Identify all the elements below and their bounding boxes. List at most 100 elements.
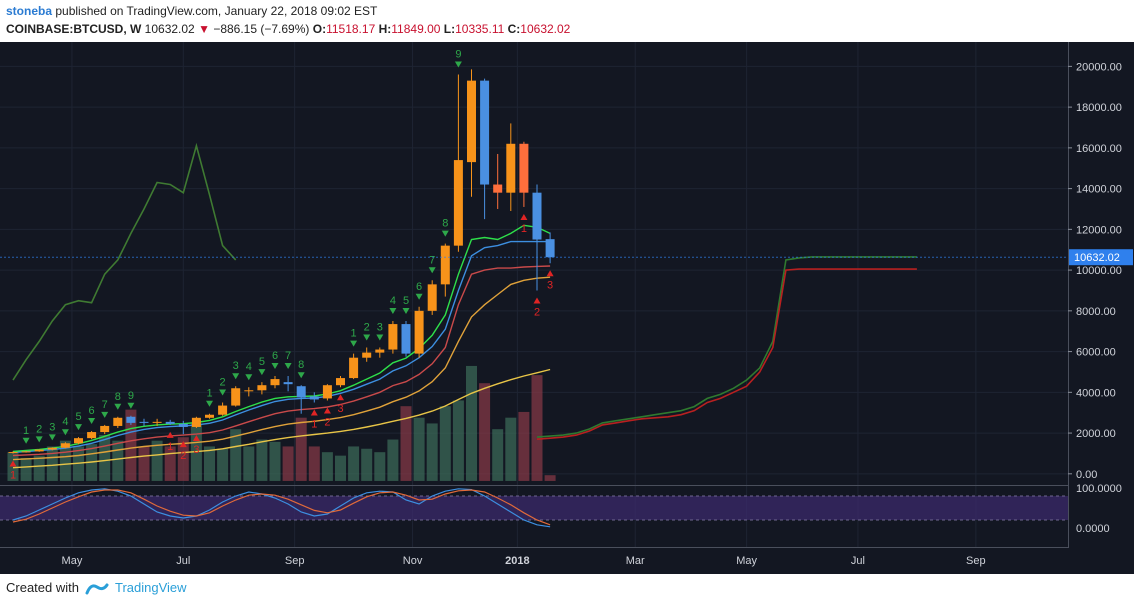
volume-bar: [505, 417, 517, 481]
created-with-label: Created with: [6, 580, 79, 595]
candle-body[interactable]: [205, 414, 214, 418]
candle-body[interactable]: [74, 438, 83, 444]
stoch-band: [0, 496, 1068, 520]
candle-body[interactable]: [506, 143, 516, 193]
candle-body[interactable]: [178, 423, 188, 427]
td-buy-arrow-icon: [35, 436, 43, 443]
td-buy-count: 7: [429, 254, 435, 266]
candle-body[interactable]: [113, 417, 123, 426]
candle-body[interactable]: [296, 386, 306, 398]
candle-body[interactable]: [60, 443, 70, 448]
candle-body[interactable]: [467, 80, 476, 163]
volume-bar: [151, 440, 163, 481]
down-arrow-icon: ▼: [198, 22, 210, 36]
td-buy-count: 3: [49, 421, 55, 433]
td-buy-arrow-icon: [297, 372, 305, 379]
volume-bar: [400, 406, 412, 481]
candles[interactable]: [8, 69, 555, 454]
candle-body[interactable]: [401, 324, 411, 354]
td-buy-count: 1: [23, 425, 29, 437]
candle-body[interactable]: [139, 421, 149, 423]
candle-body[interactable]: [440, 245, 450, 285]
price-tick-label: 8000.00: [1076, 306, 1116, 318]
volume-bar: [413, 417, 425, 481]
low-value: 10335.11: [455, 22, 505, 36]
candle-body[interactable]: [362, 352, 372, 358]
time-tick-label: 2018: [505, 555, 529, 567]
td-sell-arrow-icon: [192, 434, 200, 441]
price-tick-label: 18000.00: [1076, 102, 1122, 114]
candle-body[interactable]: [270, 379, 280, 386]
time-tick-label: Jul: [851, 555, 865, 567]
symbol-legend: COINBASE:BTCUSD, W 10632.02 ▼ −886.15 (−…: [6, 22, 570, 36]
candle-body[interactable]: [218, 405, 228, 415]
td-buy-arrow-icon: [206, 400, 213, 407]
footer: Created with TradingView: [6, 580, 187, 595]
last-price: 10632.02: [144, 22, 195, 36]
candle-body[interactable]: [100, 425, 110, 433]
candle-body[interactable]: [34, 449, 44, 452]
td-buy-arrow-icon: [363, 334, 371, 341]
axes: 0.00 2000.00 4000.00 6000.00 8000.00 10000.00…: [0, 42, 1134, 574]
volume-bar: [256, 439, 268, 481]
volume-bar: [308, 446, 320, 481]
volume-bar: [46, 446, 58, 481]
td-buy-arrow-icon: [454, 61, 462, 68]
stoch-d-line: [12, 489, 551, 526]
candle-body[interactable]: [349, 357, 359, 379]
td-buy-arrow-icon: [48, 434, 56, 441]
candle-body[interactable]: [322, 385, 332, 399]
candle-body[interactable]: [152, 421, 162, 423]
td-sell-arrow-icon: [310, 409, 318, 416]
td-buy-count: 1: [206, 388, 212, 400]
candle-body[interactable]: [257, 385, 267, 391]
candle-body[interactable]: [87, 432, 97, 439]
candle-body[interactable]: [244, 390, 254, 392]
candle-body[interactable]: [414, 310, 424, 354]
last-price-label: 10632.02: [1074, 252, 1120, 264]
td-buy-arrow-icon: [61, 429, 69, 436]
td-buy-arrow-icon: [258, 369, 266, 376]
price-axis: [1068, 42, 1134, 548]
author-name[interactable]: stoneba: [6, 4, 53, 18]
td-buy-count: 5: [75, 411, 81, 423]
td-buy-count: 8: [115, 391, 121, 403]
candle-body[interactable]: [532, 192, 542, 240]
candle-body[interactable]: [545, 239, 555, 258]
price-tick-label: 2000.00: [1076, 428, 1116, 440]
td-buy-arrow-icon: [376, 334, 384, 341]
volume-bar: [59, 440, 71, 481]
td-sell-count: 1: [521, 223, 527, 235]
candle-body[interactable]: [283, 382, 293, 385]
candle-body[interactable]: [309, 396, 319, 400]
candle-body[interactable]: [388, 324, 398, 350]
td-buy-arrow-icon: [402, 308, 410, 315]
volume-bar: [217, 448, 229, 481]
candle-body[interactable]: [231, 388, 241, 406]
td-sell-count: 3: [547, 279, 553, 291]
candle-body[interactable]: [493, 184, 503, 193]
candle-body[interactable]: [21, 451, 31, 453]
td-buy-arrow-icon: [127, 402, 135, 409]
candle-body[interactable]: [375, 349, 385, 353]
tradingview-brand[interactable]: TradingView: [114, 580, 187, 595]
candle-body[interactable]: [165, 421, 175, 424]
projection-line: [12, 142, 237, 381]
candle-body[interactable]: [519, 143, 529, 193]
candle-body[interactable]: [453, 160, 463, 246]
candle-body[interactable]: [191, 417, 201, 427]
volume-bar: [138, 446, 150, 481]
td-sell-arrow-icon: [9, 460, 17, 467]
candle-body[interactable]: [427, 284, 437, 311]
candle-body[interactable]: [480, 80, 490, 185]
td-buy-arrow-icon: [232, 373, 240, 380]
candle-body[interactable]: [336, 378, 345, 386]
volume-bar: [20, 457, 32, 481]
candle-body[interactable]: [126, 416, 136, 423]
stochastic-panel[interactable]: [0, 488, 1068, 528]
candle-body[interactable]: [47, 447, 57, 450]
candle-body[interactable]: [8, 452, 18, 454]
td-sell-count: 2: [534, 306, 540, 318]
td-sell-count: 2: [324, 416, 330, 428]
